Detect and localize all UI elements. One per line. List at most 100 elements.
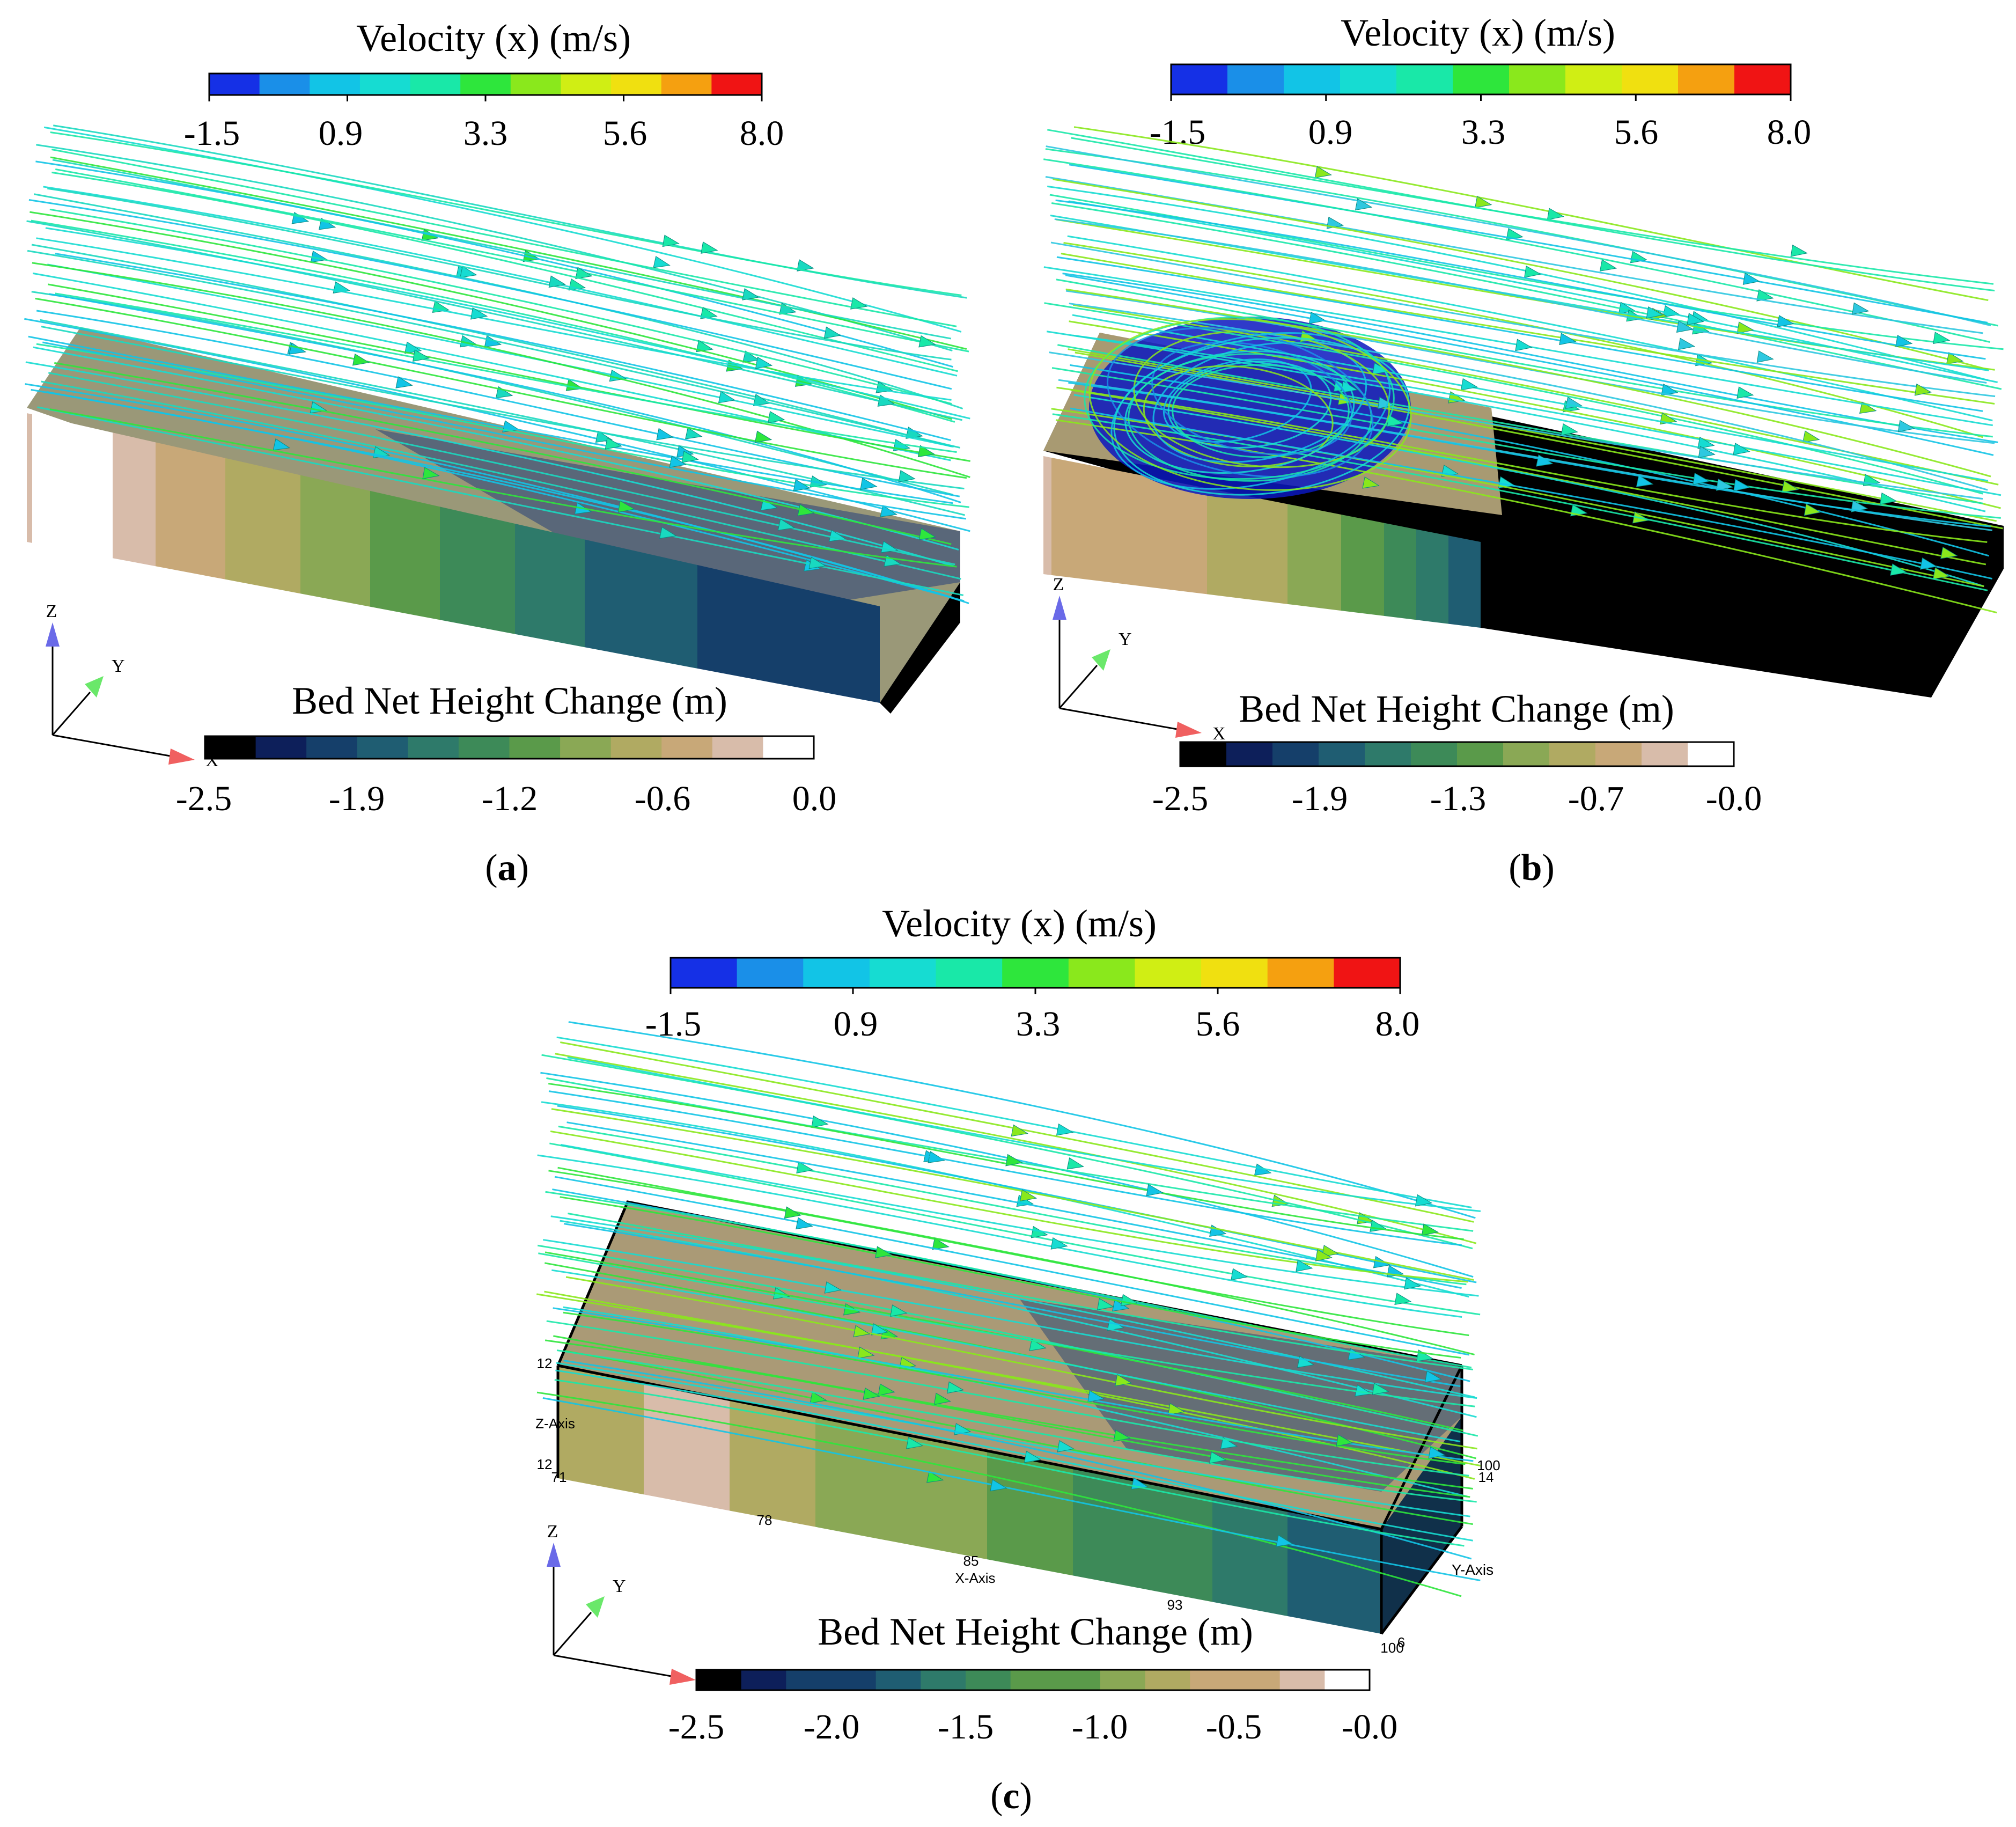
bed-height-band: [697, 565, 880, 703]
streamline: [54, 362, 952, 545]
y-arrow-icon: [1092, 649, 1110, 671]
flow-arrowhead: [796, 1217, 813, 1230]
velocity-color-segment: [803, 958, 870, 988]
flow-arrowhead: [808, 556, 826, 569]
panel-c-bed-front-face: [558, 1366, 1381, 1634]
bed-height-band: [1416, 529, 1448, 624]
streamline: [545, 1339, 1470, 1498]
panel-b-bed-front-face: [1043, 456, 1481, 628]
bed-color-segment: [1549, 742, 1596, 766]
bed-color-segment: [1272, 742, 1319, 766]
panel-a-streamlines: [24, 124, 970, 604]
vortex-loop: [1124, 350, 1355, 474]
bed-color-segment: [306, 736, 358, 759]
flow-arrowhead: [784, 1206, 802, 1219]
streamline: [1047, 185, 1988, 381]
streamline: [28, 335, 953, 504]
bed-color-segment: [1642, 742, 1688, 766]
flow-arrowhead: [1897, 420, 1915, 432]
panel-b-velocity-colorbar: [1170, 63, 1792, 101]
streamline: [1053, 178, 1988, 370]
panel-c-btick-4: -0.5: [1206, 1707, 1262, 1747]
panel-c-btick-3: -1.0: [1072, 1707, 1128, 1747]
streamline: [1065, 288, 1991, 478]
flow-arrowhead: [1676, 320, 1694, 333]
streamline: [568, 1021, 1476, 1219]
panel-b-btick-0: -2.5: [1152, 779, 1208, 818]
vortex-loop: [1151, 341, 1353, 456]
flow-arrowhead: [793, 479, 811, 491]
flow-arrowhead: [1428, 1446, 1446, 1459]
panel-c-vtick-0: -1.5: [645, 1004, 701, 1044]
streamline: [563, 1360, 1472, 1560]
panel-b-btick-3: -0.7: [1568, 779, 1624, 818]
flow-arrowhead: [395, 376, 413, 388]
flow-arrowhead: [352, 353, 370, 366]
streamline: [33, 346, 959, 551]
bed-color-segment: [1055, 1670, 1101, 1690]
streamline: [36, 310, 960, 497]
streamline: [43, 186, 958, 377]
streamline: [1068, 381, 1991, 527]
bed-colorbar-frame: [695, 1669, 1371, 1691]
panel-c-axis-triad: ZYX: [547, 1522, 720, 1691]
velocity-color-segment: [310, 74, 360, 95]
bed-color-segment: [875, 1670, 921, 1690]
flow-arrowhead: [1005, 1154, 1023, 1166]
streamline: [551, 1269, 1461, 1443]
flow-arrowhead: [1636, 475, 1654, 487]
flow-arrowhead: [917, 445, 936, 458]
flow-arrowhead: [1475, 195, 1492, 208]
flow-arrowhead: [685, 427, 703, 439]
velocity-color-segment: [611, 74, 662, 95]
flow-arrowhead: [653, 255, 671, 268]
streamline: [550, 1215, 1476, 1398]
panel-a-bed-side-dark: [880, 582, 960, 714]
flow-arrowhead: [1940, 546, 1958, 559]
flow-arrowhead: [1515, 339, 1533, 351]
x-arrow-icon: [669, 1669, 696, 1685]
panel-b-bed-ticks: -2.5 -1.9 -1.3 -0.7 -0.0: [1152, 779, 1762, 818]
flow-arrowhead: [1561, 423, 1579, 436]
flow-arrowhead: [659, 526, 677, 539]
flow-arrowhead: [1050, 1237, 1068, 1250]
flow-arrowhead: [575, 267, 593, 280]
streamline: [1070, 407, 1992, 580]
triad-z-label: Z: [547, 1522, 558, 1542]
streamline: [46, 391, 969, 604]
streamline: [564, 1350, 1473, 1525]
flow-arrowhead: [1113, 1429, 1131, 1442]
streamline: [537, 1154, 1462, 1318]
streamline: [546, 1077, 1474, 1232]
flow-arrowhead: [863, 1388, 880, 1400]
panel-a-bed-title: Bed Net Height Change (m): [292, 679, 727, 722]
streamline: [1054, 218, 1987, 384]
panel-c-streamlines: [536, 1021, 1481, 1597]
flow-arrowhead: [824, 1281, 842, 1294]
streamline: [55, 168, 969, 353]
streamline: [52, 159, 952, 340]
velocity-color-segment: [1227, 64, 1284, 94]
panel-a-bed-colorbar: [204, 735, 815, 760]
flow-arrowhead: [1115, 1374, 1132, 1386]
velocity-color-segment: [661, 74, 712, 95]
flow-arrowhead: [1019, 1189, 1038, 1202]
velocity-color-segment: [1340, 64, 1397, 94]
streamline: [1069, 164, 1988, 324]
panel-a-velocity-title: Velocity (x) (m/s): [356, 17, 631, 60]
y-arrow-icon: [586, 1596, 605, 1618]
panel-b-btick-1: -1.9: [1292, 779, 1348, 818]
flow-arrowhead: [422, 467, 440, 479]
velocity-color-segment: [561, 74, 612, 95]
flow-arrowhead: [1697, 436, 1715, 449]
panel-c-caption: (c): [990, 1775, 1032, 1817]
velocity-color-segment: [1565, 64, 1622, 94]
streamline: [32, 272, 951, 461]
streamline: [1051, 202, 2002, 390]
bed-height-band: [1143, 1481, 1212, 1602]
streamline: [557, 1166, 1475, 1356]
velocity-color-segment: [1509, 64, 1566, 94]
streamline: [550, 1130, 1468, 1283]
bed-height-band: [225, 458, 300, 594]
flow-arrowhead: [947, 1381, 965, 1394]
